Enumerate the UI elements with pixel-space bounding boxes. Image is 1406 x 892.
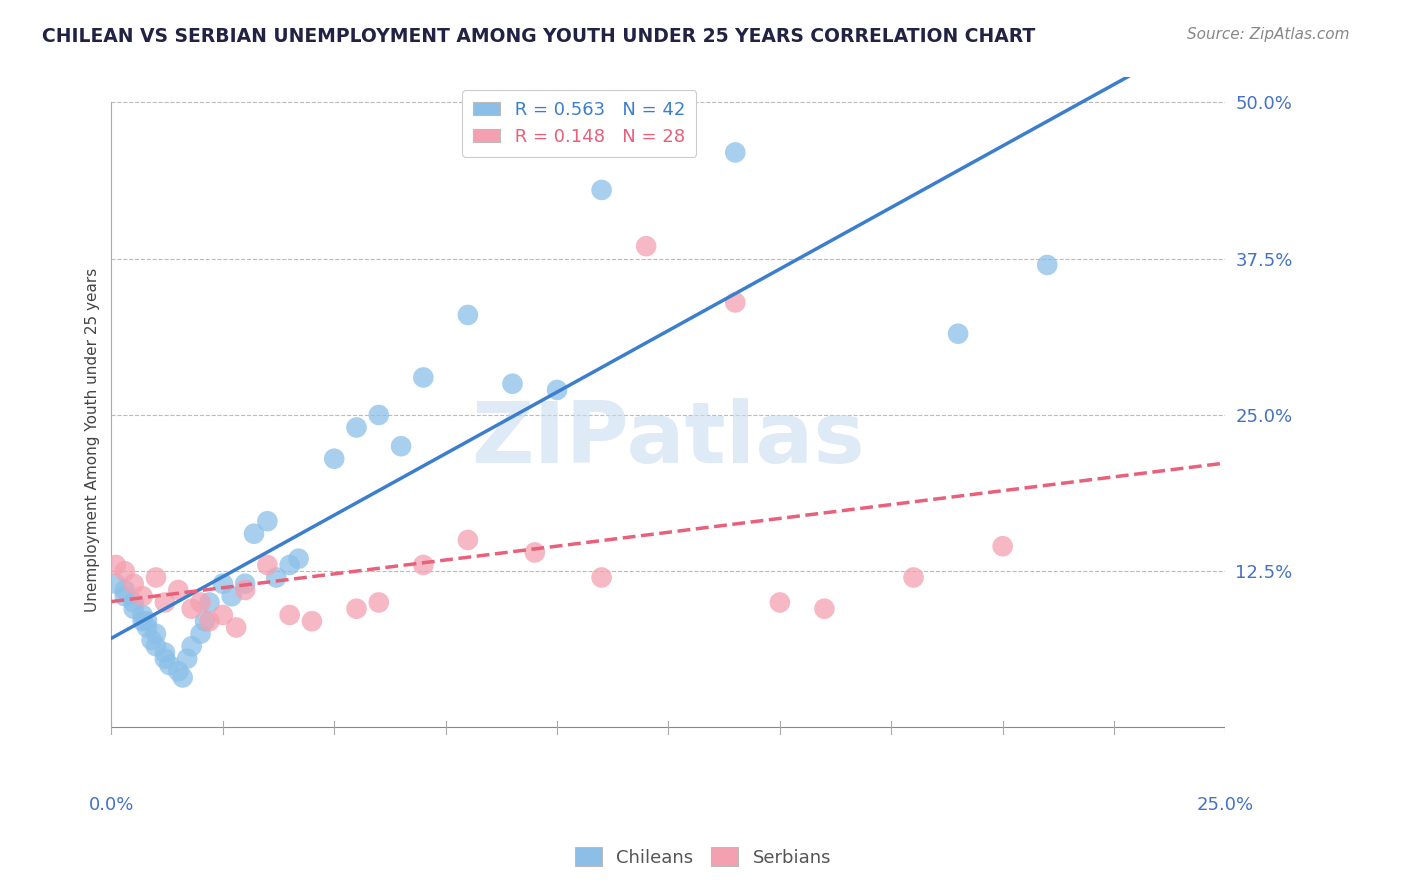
Point: [278, 607, 301, 622]
Point: [194, 614, 217, 628]
Point: [176, 651, 198, 665]
Point: [523, 545, 546, 559]
Point: [412, 370, 434, 384]
Point: [131, 607, 153, 622]
Text: ZIPatlas: ZIPatlas: [471, 399, 865, 482]
Point: [145, 639, 167, 653]
Point: [813, 601, 835, 615]
Point: [301, 614, 323, 628]
Point: [256, 514, 278, 528]
Point: [114, 564, 136, 578]
Point: [157, 657, 180, 672]
Point: [591, 183, 613, 197]
Point: [724, 145, 747, 160]
Point: [946, 326, 969, 341]
Point: [122, 595, 145, 609]
Point: [190, 595, 212, 609]
Point: [367, 595, 389, 609]
Point: [323, 451, 346, 466]
Point: [1036, 258, 1059, 272]
Point: [457, 308, 479, 322]
Point: [136, 620, 159, 634]
Point: [256, 558, 278, 572]
Point: [457, 533, 479, 547]
Point: [389, 439, 412, 453]
Point: [266, 570, 288, 584]
Point: [225, 620, 247, 634]
Point: [991, 539, 1014, 553]
Point: [367, 408, 389, 422]
Point: [180, 601, 202, 615]
Point: [278, 558, 301, 572]
Point: [122, 601, 145, 615]
Text: 0.0%: 0.0%: [89, 797, 134, 814]
Point: [211, 576, 233, 591]
Point: [346, 601, 368, 615]
Point: [221, 589, 243, 603]
Point: [104, 576, 127, 591]
Point: [287, 551, 309, 566]
Y-axis label: Unemployment Among Youth under 25 years: Unemployment Among Youth under 25 years: [86, 268, 100, 612]
Point: [198, 614, 221, 628]
Point: [233, 582, 256, 597]
Point: [153, 651, 176, 665]
Point: [546, 383, 568, 397]
Point: [141, 632, 163, 647]
Point: [153, 595, 176, 609]
Point: [172, 670, 194, 684]
Point: [233, 576, 256, 591]
Point: [136, 614, 159, 628]
Point: [591, 570, 613, 584]
Point: [153, 645, 176, 659]
Legend: Chileans, Serbians: Chileans, Serbians: [568, 840, 838, 874]
Point: [180, 639, 202, 653]
Point: [131, 589, 153, 603]
Legend:  R = 0.563   N = 42,  R = 0.148   N = 28: R = 0.563 N = 42, R = 0.148 N = 28: [463, 90, 696, 157]
Point: [501, 376, 523, 391]
Point: [167, 582, 190, 597]
Point: [145, 626, 167, 640]
Point: [903, 570, 925, 584]
Point: [769, 595, 792, 609]
Point: [211, 607, 233, 622]
Point: [243, 526, 266, 541]
Point: [724, 295, 747, 310]
Text: 25.0%: 25.0%: [1197, 797, 1254, 814]
Point: [346, 420, 368, 434]
Point: [122, 576, 145, 591]
Point: [412, 558, 434, 572]
Point: [114, 589, 136, 603]
Text: Source: ZipAtlas.com: Source: ZipAtlas.com: [1187, 27, 1350, 42]
Point: [198, 595, 221, 609]
Point: [114, 582, 136, 597]
Text: CHILEAN VS SERBIAN UNEMPLOYMENT AMONG YOUTH UNDER 25 YEARS CORRELATION CHART: CHILEAN VS SERBIAN UNEMPLOYMENT AMONG YO…: [42, 27, 1035, 45]
Point: [131, 614, 153, 628]
Point: [145, 570, 167, 584]
Point: [104, 558, 127, 572]
Point: [167, 664, 190, 678]
Point: [636, 239, 658, 253]
Point: [190, 626, 212, 640]
